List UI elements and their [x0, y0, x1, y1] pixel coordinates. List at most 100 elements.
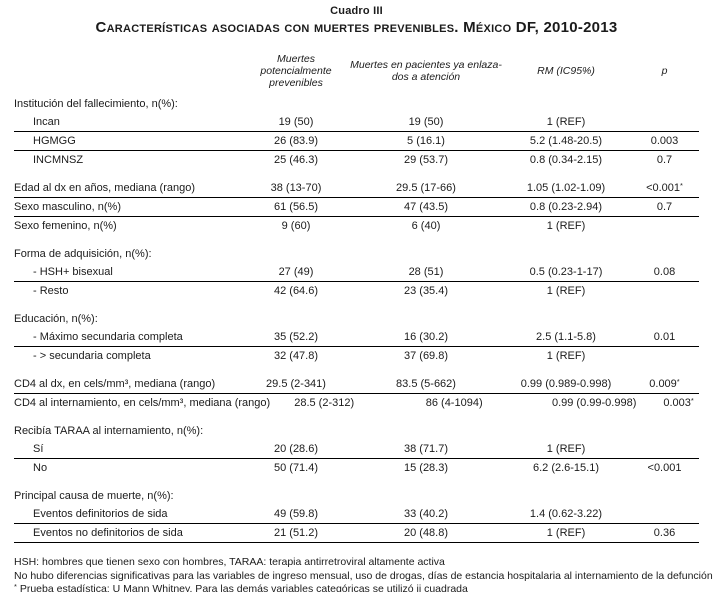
cell-linked: 86 (4-1094) — [425, 397, 483, 409]
row-label: No — [33, 462, 48, 474]
cell-p: 0.08 — [653, 266, 676, 278]
row-label: Sexo masculino, n(%) — [14, 201, 121, 213]
group-label: Recibía TARAA al internamiento, n(%): — [14, 425, 204, 437]
table-row: Incan 19 (50) 19 (50) 1 (REF) — [14, 113, 699, 132]
row-label: - > secundaria completa — [33, 350, 151, 362]
group-row: Institución del fallecimiento, n(%): — [14, 95, 699, 113]
row-label: CD4 al dx, en cels/mm³, mediana (rango) — [14, 378, 216, 390]
cell-linked: 29.5 (17-66) — [396, 182, 456, 194]
group-label: Institución del fallecimiento, n(%): — [14, 98, 178, 110]
row-label: INCMNSZ — [33, 154, 84, 166]
group-label: Principal causa de muerte, n(%): — [14, 490, 174, 502]
table-body: Institución del fallecimiento, n(%): Inca… — [14, 95, 699, 543]
row-label: Sí — [33, 443, 44, 455]
row-label: Eventos no definitorios de sida — [33, 527, 183, 539]
cell-rm: 1 (REF) — [546, 116, 586, 128]
row-label: Edad al dx en años, mediana (rango) — [14, 182, 196, 194]
cell-p: 0.01 — [653, 331, 676, 343]
table-row: Edad al dx en años, mediana (rango) 38 (1… — [14, 179, 699, 198]
cell-p: 0.003* — [663, 395, 694, 410]
cell-preventable: 26 (83.9) — [273, 135, 319, 147]
cell-linked: 28 (51) — [408, 266, 444, 278]
footnote-line: HSH: hombres que tienen sexo con hombres… — [14, 556, 445, 568]
table-row: - > secundaria completa 32 (47.8) 37 (69.8… — [14, 347, 699, 365]
group-row: Educación, n(%): — [14, 310, 699, 328]
group-row: Forma de adquisición, n(%): — [14, 245, 699, 263]
cell-preventable: 32 (47.8) — [273, 350, 319, 362]
row-label: - HSH+ bisexual — [33, 266, 113, 278]
group-label: Educación, n(%): — [14, 313, 98, 325]
cell-rm: 1 (REF) — [546, 527, 586, 539]
cell-rm: 0.8 (0.34-2.15) — [529, 154, 603, 166]
cell-rm: 0.8 (0.23-2.94) — [529, 201, 603, 213]
cell-linked: 5 (16.1) — [407, 135, 445, 147]
row-label: Sexo femenino, n(%) — [14, 220, 117, 232]
row-label: Eventos definitorios de sida — [33, 508, 168, 520]
table-row: HGMGG 26 (83.9) 5 (16.1) 5.2 (1.48-20.5) 0.0… — [14, 132, 699, 151]
row-spacer — [14, 300, 699, 310]
row-spacer — [14, 235, 699, 245]
table-row: - Resto 42 (64.6) 23 (35.4) 1 (REF) — [14, 282, 699, 300]
cell-linked: 19 (50) — [408, 116, 444, 128]
table-row: Sí 20 (28.6) 38 (71.7) 1 (REF) — [14, 440, 699, 459]
cell-p: <0.001* — [646, 180, 683, 195]
cell-rm: 0.99 (0.99-0.998) — [551, 397, 637, 409]
table-row: - Máximo secundaria completa 35 (52.2) 16 … — [14, 328, 699, 347]
cell-preventable: 28.5 (2-312) — [294, 397, 355, 409]
group-row: Principal causa de muerte, n(%): — [14, 487, 699, 505]
cell-linked: 15 (28.3) — [403, 462, 449, 474]
column-header-preventable-deaths: Muertes potencialmente prevenibles — [260, 53, 332, 89]
cell-linked: 47 (43.5) — [403, 201, 449, 213]
cell-preventable: 19 (50) — [278, 116, 314, 128]
p-superscript: * — [690, 395, 694, 405]
cell-p: 0.003 — [650, 135, 679, 147]
cell-rm: 6.2 (2.6-15.1) — [532, 462, 600, 474]
footnote-superscript: * — [14, 581, 17, 591]
cell-rm: 1 (REF) — [546, 220, 586, 232]
table-row: Eventos no definitorios de sida 21 (51.2)… — [14, 524, 699, 543]
cell-rm: 0.5 (0.23-1-17) — [529, 266, 603, 278]
table-row: No 50 (71.4) 15 (28.3) 6.2 (2.6-15.1) <0.001 — [14, 459, 699, 477]
row-spacer — [14, 477, 699, 487]
row-label: - Máximo secundaria completa — [33, 331, 183, 343]
row-label: Incan — [33, 116, 60, 128]
table-row: CD4 al dx, en cels/mm³, mediana (rango) 2… — [14, 375, 699, 394]
cell-linked: 6 (40) — [411, 220, 441, 232]
cell-rm: 1 (REF) — [546, 285, 586, 297]
cell-rm: 1 (REF) — [546, 443, 586, 455]
column-header-row: Muertes potencialmente prevenibles Muert… — [14, 51, 699, 91]
cell-linked: 29 (53.7) — [403, 154, 449, 166]
cell-rm: 5.2 (1.48-20.5) — [529, 135, 603, 147]
cell-linked: 33 (40.2) — [403, 508, 449, 520]
column-header-rm-ci: RM (IC95%) — [537, 65, 595, 77]
cell-linked: 83.5 (5-662) — [396, 378, 456, 390]
cell-linked: 16 (30.2) — [403, 331, 449, 343]
cell-linked: 37 (69.8) — [403, 350, 449, 362]
cell-p: 0.009* — [649, 376, 680, 391]
table-title: Características asociadas con muertes pr… — [95, 19, 618, 36]
cell-preventable: 42 (64.6) — [273, 285, 319, 297]
row-spacer — [14, 169, 699, 179]
cell-preventable: 29.5 (2-341) — [266, 378, 326, 390]
p-superscript: * — [676, 376, 680, 386]
column-header-empty — [14, 51, 242, 91]
group-label: Forma de adquisición, n(%): — [14, 248, 152, 260]
cell-linked: 20 (48.8) — [403, 527, 449, 539]
cell-rm: 1.05 (1.02-1.09) — [526, 182, 606, 194]
cell-rm: 1 (REF) — [546, 350, 586, 362]
footnotes: HSH: hombres que tienen sexo con hombres… — [14, 556, 713, 592]
cell-preventable: 38 (13-70) — [270, 182, 322, 194]
row-label: CD4 al internamiento, en cels/mm³, media… — [14, 397, 271, 409]
table-row: Eventos definitorios de sida 49 (59.8) 33 … — [14, 505, 699, 524]
footnote-line: No hubo diferencias significativas para … — [14, 569, 713, 582]
group-row: Recibía TARAA al internamiento, n(%): — [14, 422, 699, 440]
cell-preventable: 20 (28.6) — [273, 443, 319, 455]
cell-preventable: 49 (59.8) — [273, 508, 319, 520]
table-row: CD4 al internamiento, en cels/mm³, media… — [14, 394, 699, 412]
cell-preventable: 61 (56.5) — [273, 201, 319, 213]
row-label: - Resto — [33, 285, 69, 297]
cell-preventable: 25 (46.3) — [273, 154, 319, 166]
table-row: Sexo femenino, n(%) 9 (60) 6 (40) 1 (REF) — [14, 217, 699, 235]
cell-rm: 0.99 (0.989-0.998) — [520, 378, 612, 390]
